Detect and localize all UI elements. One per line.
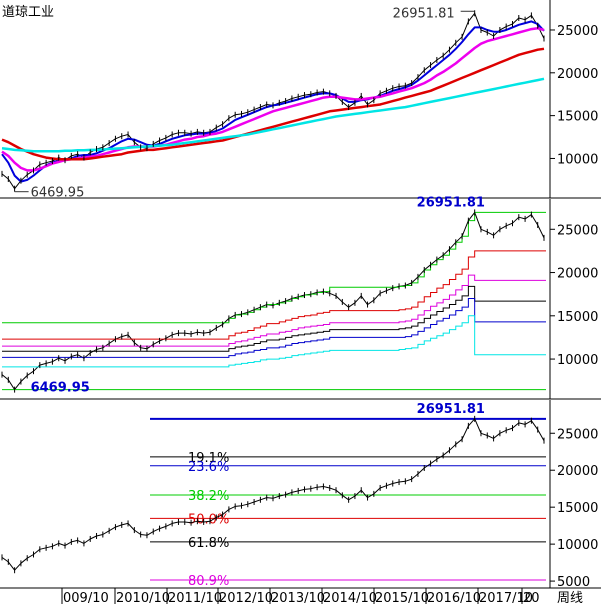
x-tick-label: 20	[523, 591, 540, 604]
high-annotation: 26951.81	[417, 195, 485, 210]
chart-title: 道琼工业	[2, 5, 55, 20]
series-ma_cyan	[1, 77, 545, 153]
series-ma_red	[1, 47, 545, 161]
series-level_blue	[2, 298, 546, 358]
series-price	[1, 12, 545, 190]
x-tick-label: 2010/10	[116, 591, 170, 604]
y-tick-label: 20000	[557, 67, 598, 82]
high-annotation: 26951.81	[393, 6, 455, 21]
high-annotation: 26951.81	[417, 402, 485, 417]
y-tick-label: 15000	[557, 310, 598, 325]
x-tick-label: 009/10	[63, 591, 109, 604]
series-price	[1, 211, 545, 391]
y-tick-label: 20000	[557, 267, 598, 282]
x-tick-label: 2016/10	[427, 591, 481, 604]
y-tick-label: 5000	[557, 575, 590, 590]
series-level_black	[2, 285, 546, 352]
low-annotation: 6469.95	[31, 381, 90, 396]
y-tick-label: 10000	[557, 353, 598, 368]
y-tick-label: 15000	[557, 501, 598, 516]
x-tick-label: 2015/10	[375, 591, 429, 604]
y-tick-label: 20000	[557, 464, 598, 479]
fib-level-label: 19.1%	[188, 451, 229, 466]
fib-level-label: 80.9%	[188, 574, 229, 589]
fib-level-label: 23.6%	[188, 460, 229, 475]
y-tick-label: 10000	[557, 152, 598, 167]
y-tick-label: 25000	[557, 24, 598, 39]
series-level_red	[2, 250, 546, 340]
series-level_cyan	[2, 315, 546, 368]
y-tick-label: 15000	[557, 110, 598, 125]
x-tick-label: 2012/10	[219, 591, 273, 604]
fib-level-label: 61.8%	[188, 536, 229, 551]
x-tick-label: 2011/10	[168, 591, 222, 604]
y-tick-label: 25000	[557, 223, 598, 238]
y-tick-label: 25000	[557, 427, 598, 442]
period-label: 周线	[557, 591, 583, 604]
series-ma_magenta	[1, 27, 545, 172]
fib-level-label: 38.2%	[188, 489, 229, 504]
low-annotation: 6469.95	[31, 186, 85, 201]
x-tick-label: 2014/10	[323, 591, 377, 604]
series-level_green	[2, 211, 546, 324]
y-tick-label: 10000	[557, 538, 598, 553]
x-tick-label: 2013/10	[271, 591, 325, 604]
x-tick-label: 2017/10	[479, 591, 533, 604]
series-level_magenta	[2, 274, 546, 347]
